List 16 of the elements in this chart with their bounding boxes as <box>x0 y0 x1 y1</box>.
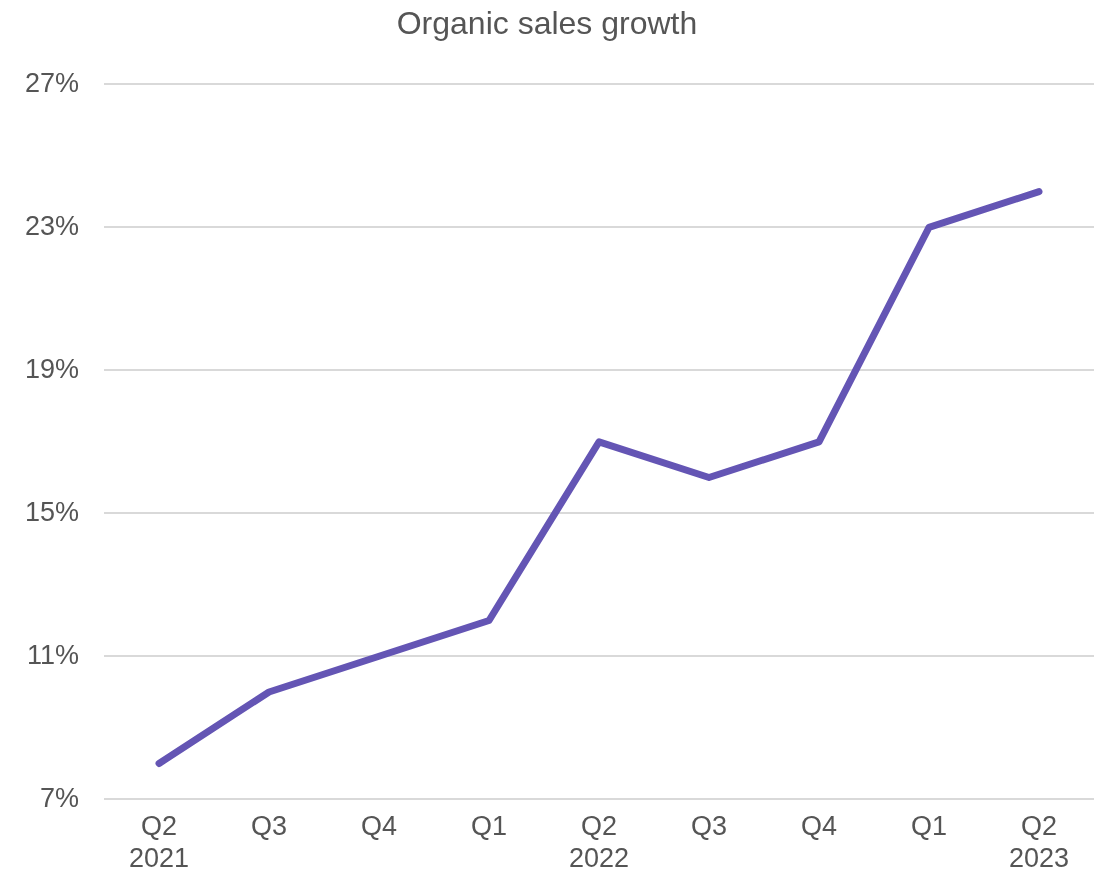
y-tick-label: 11% <box>26 639 80 670</box>
y-tick-label: 15% <box>24 496 80 527</box>
x-tick-label: Q4 <box>801 810 838 841</box>
x-tick-label: Q4 <box>361 810 398 841</box>
chart-title: Organic sales growth <box>396 5 698 42</box>
y-tick-label: 7% <box>40 782 80 813</box>
x-tick-label: Q2 2021 <box>129 810 190 874</box>
y-tick-label: 19% <box>24 353 80 384</box>
y-tick-label: 27% <box>24 67 80 98</box>
x-tick-label: Q3 <box>691 810 728 841</box>
x-tick-label: Q2 2023 <box>1008 810 1070 874</box>
x-tick-label: Q1 <box>471 810 508 841</box>
x-tick-label: Q2 2022 <box>568 810 630 874</box>
x-tick-label: Q3 <box>251 810 288 841</box>
x-tick-label: Q1 <box>910 810 948 841</box>
y-tick-label: 23% <box>24 210 80 241</box>
